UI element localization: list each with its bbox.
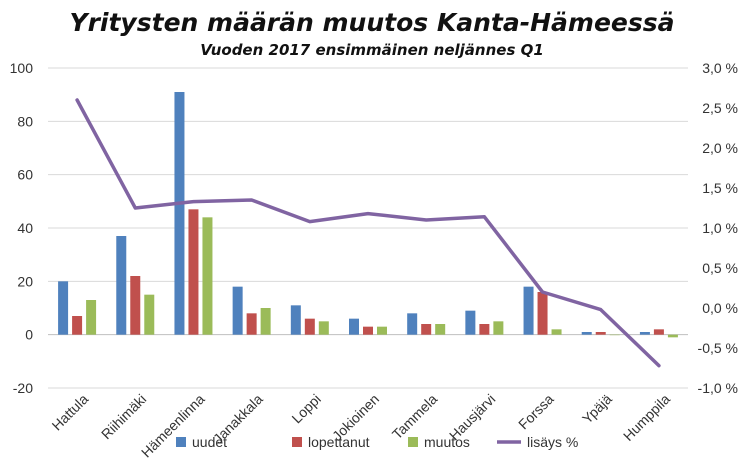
bar-uudet xyxy=(58,281,69,335)
right-axis: -1,0 % -0,5 % 0,0 % 0,5 % 1,0 % 1,5 % 2,0 % 2,5… xyxy=(698,60,738,396)
bar-lopettanut xyxy=(537,292,548,335)
category-label: Hattula xyxy=(49,391,92,434)
bar-muutos xyxy=(493,321,504,335)
bar-muutos xyxy=(318,321,329,335)
legend-swatch-lopettanut xyxy=(292,437,302,447)
bar-lopettanut xyxy=(421,324,432,335)
right-tick-label: -1,0 % xyxy=(698,380,738,396)
chart-title: Yritysten määrän muutos Kanta-Hämeessä xyxy=(69,8,674,37)
bar-lopettanut xyxy=(304,318,315,335)
left-tick-label: 0 xyxy=(25,327,33,343)
bar-uudet xyxy=(581,332,592,335)
bar-muutos xyxy=(435,324,446,335)
category-label: Riihimäki xyxy=(98,391,149,442)
legend-label: lisäys % xyxy=(527,434,578,450)
legend: uudet lopettanut muutos lisäys % xyxy=(176,434,578,450)
left-tick-label: 80 xyxy=(17,113,33,129)
right-tick-label: 2,0 % xyxy=(702,140,738,156)
bar-lopettanut xyxy=(479,324,490,335)
bar-uudet xyxy=(407,313,418,335)
bar-lopettanut xyxy=(130,276,141,335)
right-tick-label: -0,5 % xyxy=(698,340,738,356)
right-tick-label: 3,0 % xyxy=(702,60,738,76)
left-tick-label: 40 xyxy=(17,220,33,236)
bar-lopettanut xyxy=(363,326,373,335)
bar-muutos xyxy=(551,329,562,335)
left-tick-label: -20 xyxy=(13,380,33,396)
bar-muutos xyxy=(667,334,678,338)
left-tick-label: 100 xyxy=(10,60,34,76)
bar-lopettanut xyxy=(595,332,606,335)
right-tick-label: 1,0 % xyxy=(702,220,738,236)
bar-uudet xyxy=(290,305,301,335)
bar-muutos xyxy=(202,217,213,335)
legend-swatch-uudet xyxy=(176,437,186,447)
legend-label: muutos xyxy=(424,434,470,450)
bar-muutos xyxy=(260,308,271,335)
bar-muutos xyxy=(609,334,620,336)
legend-label: lopettanut xyxy=(308,434,370,450)
bar-muutos xyxy=(86,300,97,335)
bar-muutos xyxy=(377,326,387,335)
left-axis: -20 0 20 40 60 80 100 xyxy=(10,60,34,396)
bar-lopettanut xyxy=(188,209,199,335)
left-tick-label: 60 xyxy=(17,167,33,183)
bar-uudet xyxy=(349,318,359,335)
left-tick-label: 20 xyxy=(17,273,33,289)
category-label: Ypäjä xyxy=(579,391,615,427)
chart-subtitle: Vuoden 2017 ensimmäinen neljännes Q1 xyxy=(200,41,544,59)
bar-lopettanut xyxy=(246,313,257,335)
category-label: Forssa xyxy=(515,391,557,433)
bar-uudet xyxy=(465,310,476,335)
bar-muutos xyxy=(144,294,155,335)
gridlines xyxy=(48,67,688,389)
category-label: Humppila xyxy=(620,391,673,444)
bar-uudet xyxy=(523,286,534,335)
bars xyxy=(58,92,678,338)
bar-uudet xyxy=(232,286,243,335)
bar-lopettanut xyxy=(653,329,664,335)
bar-lopettanut xyxy=(72,316,83,335)
bar-uudet xyxy=(174,92,185,335)
right-tick-label: 2,5 % xyxy=(702,100,738,116)
bar-uudet xyxy=(639,332,650,335)
category-label: Loppi xyxy=(288,391,324,427)
right-tick-label: 0,0 % xyxy=(702,300,738,316)
right-tick-label: 0,5 % xyxy=(702,260,738,276)
legend-label: uudet xyxy=(192,434,227,450)
bar-uudet xyxy=(116,236,127,335)
line-series xyxy=(75,98,661,368)
right-tick-label: 1,5 % xyxy=(702,180,738,196)
line-lisays-percent xyxy=(75,98,661,368)
legend-swatch-muutos xyxy=(408,437,418,447)
